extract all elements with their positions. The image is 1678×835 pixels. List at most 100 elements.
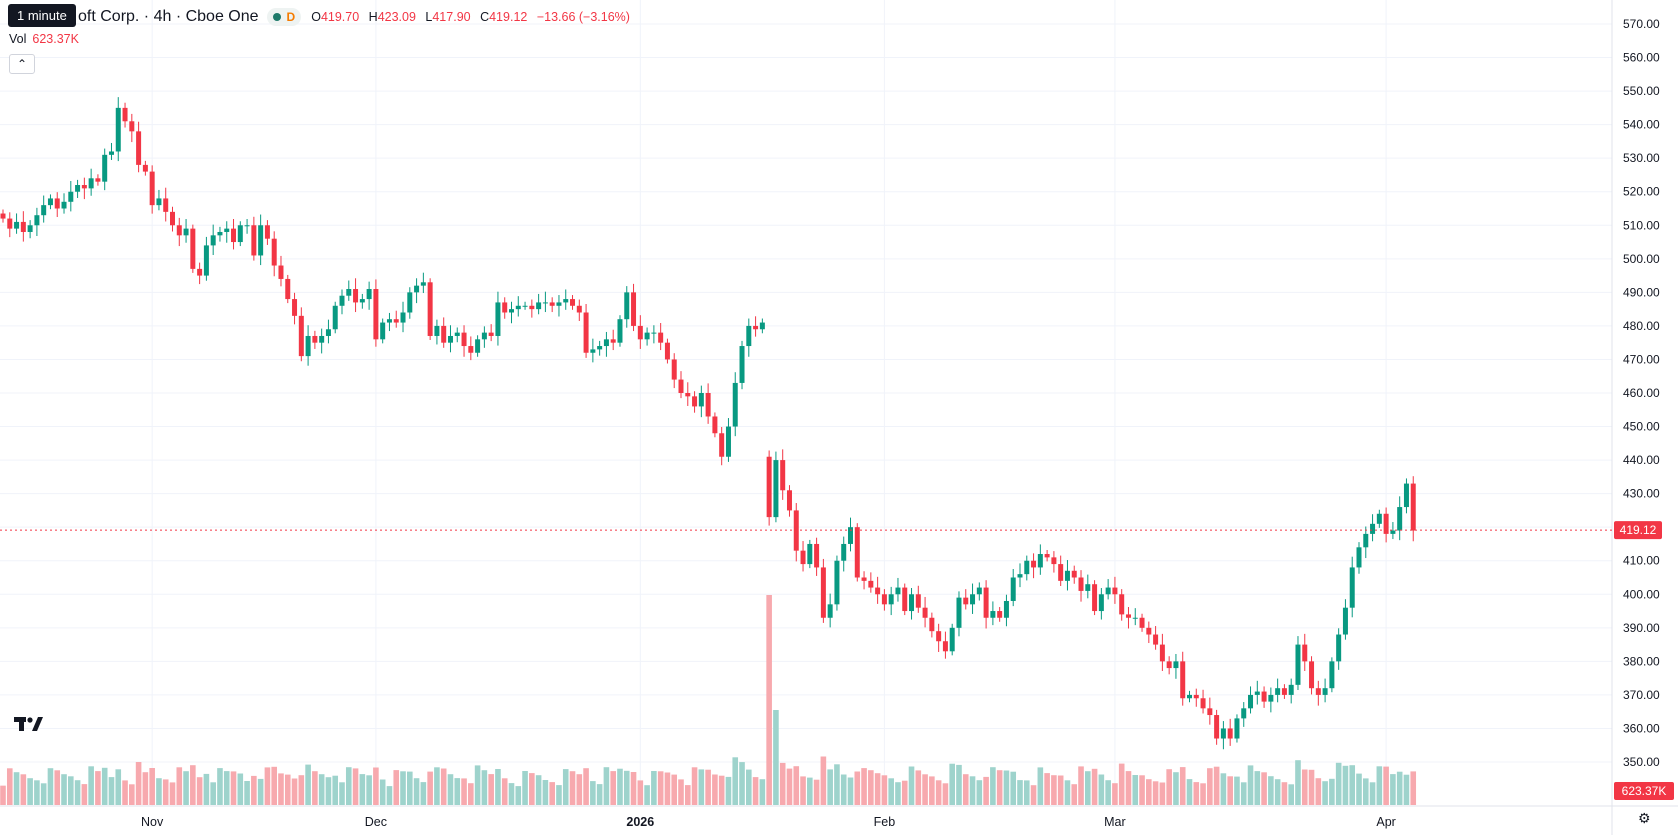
candle-body: [997, 611, 1003, 618]
volume-bar: [1261, 772, 1267, 805]
volume-bar: [474, 765, 481, 805]
low-value: 417.90: [432, 10, 471, 24]
candle-body: [217, 231, 223, 236]
volume-bar: [6, 768, 13, 805]
volume-bar: [352, 768, 359, 805]
volume-bar: [244, 781, 250, 805]
candle-body: [800, 550, 806, 565]
candle-body: [827, 604, 833, 618]
candle-body: [1383, 513, 1389, 534]
time-tick-label: Mar: [1104, 815, 1126, 829]
candle-body: [766, 456, 772, 518]
candle-body: [1376, 513, 1382, 524]
volume-bar: [34, 780, 40, 805]
volume-bar: [386, 786, 393, 805]
volume-bar: [1193, 782, 1200, 805]
candle-body: [203, 245, 209, 276]
volume-bar: [1037, 767, 1044, 805]
time-axis[interactable]: Nov Dec 2026 Feb Mar Apr: [141, 815, 1396, 829]
volume-bar: [298, 775, 305, 805]
candle-body: [848, 527, 853, 544]
volume-bar: [942, 783, 949, 805]
candle-body: [1146, 627, 1152, 635]
candle-body: [990, 611, 996, 618]
candle-body: [129, 121, 135, 132]
price-axis[interactable]: 570.00 560.00 550.00 540.00 530.00 520.00 510.…: [1623, 17, 1660, 769]
candle-body: [325, 329, 331, 336]
last-price-label: 419.12: [1620, 523, 1657, 537]
volume-bar: [623, 770, 630, 805]
open-label: O: [311, 10, 321, 24]
candle-body: [434, 325, 440, 336]
collapse-legend-button[interactable]: ⌃: [9, 54, 35, 74]
volume-bar: [1390, 774, 1396, 805]
candle-body: [20, 221, 26, 232]
price-candles: [0, 97, 1416, 750]
candle-body: [692, 396, 698, 407]
candle-body: [237, 225, 243, 243]
volume-bar: [739, 762, 745, 805]
candle-body: [251, 225, 257, 256]
market-status-pill[interactable]: D: [266, 8, 302, 26]
candle-body: [1220, 728, 1226, 739]
candle-body: [759, 322, 765, 330]
chevron-up-icon: ⌃: [16, 57, 28, 71]
volume-bar: [366, 775, 372, 805]
candle-body: [1322, 688, 1328, 695]
candle-body: [278, 265, 284, 279]
candle-body: [746, 325, 752, 347]
volume-bar: [1322, 781, 1328, 805]
settings-icon[interactable]: ⚙: [1638, 810, 1651, 826]
volume-bar: [691, 767, 698, 805]
volume-bar: [115, 769, 122, 805]
candle-body: [1017, 574, 1023, 578]
volume-bar: [603, 767, 610, 805]
candle-body: [1234, 718, 1240, 739]
volume-bar: [895, 782, 901, 805]
symbol-title[interactable]: oft Corp. · 4h · Cboe One: [78, 8, 259, 25]
volume-bar: [427, 771, 433, 805]
volume-label: Vol: [9, 32, 27, 46]
volume-bar: [1200, 783, 1206, 805]
candle-body: [305, 335, 311, 357]
volume-bar: [1376, 766, 1383, 805]
candle-body: [1024, 560, 1030, 575]
candle-body: [956, 597, 962, 628]
candle-body: [488, 332, 494, 336]
volume-bar: [74, 780, 81, 805]
candle-body: [454, 332, 460, 336]
volume-bar: [617, 768, 623, 805]
candle-body: [624, 292, 630, 320]
volume-bar: [929, 776, 935, 805]
volume-bar: [1301, 769, 1308, 805]
price-tick-label: 480.00: [1623, 319, 1660, 333]
tradingview-logo-icon[interactable]: [14, 713, 44, 735]
volume-bar: [305, 764, 311, 805]
candle-body: [671, 359, 677, 380]
volume-bar: [1010, 771, 1017, 805]
candle-body: [712, 416, 718, 434]
candle-body: [509, 309, 514, 313]
candle-body: [1085, 584, 1091, 591]
candle-body: [373, 289, 379, 340]
volume-bar: [1044, 773, 1050, 805]
close-value: 419.12: [489, 10, 528, 24]
last-price-badge: [1614, 521, 1662, 540]
volume-bar: [434, 767, 440, 805]
volume-bar: [1173, 772, 1179, 805]
volume-bar: [169, 782, 176, 805]
candle-body: [190, 228, 196, 269]
volume-bar: [447, 774, 454, 805]
volume-bar: [61, 774, 67, 805]
volume-bar: [1295, 760, 1301, 805]
price-tick-label: 560.00: [1623, 51, 1660, 65]
volume-bar: [630, 772, 637, 805]
volume-axis-badge: [1614, 782, 1674, 800]
candle-body: [298, 315, 304, 357]
volume-bar: [556, 785, 562, 805]
volume-bar: [1410, 771, 1417, 805]
price-tick-label: 430.00: [1623, 487, 1660, 501]
volume-bar: [657, 771, 664, 805]
volume-bar: [868, 770, 874, 805]
